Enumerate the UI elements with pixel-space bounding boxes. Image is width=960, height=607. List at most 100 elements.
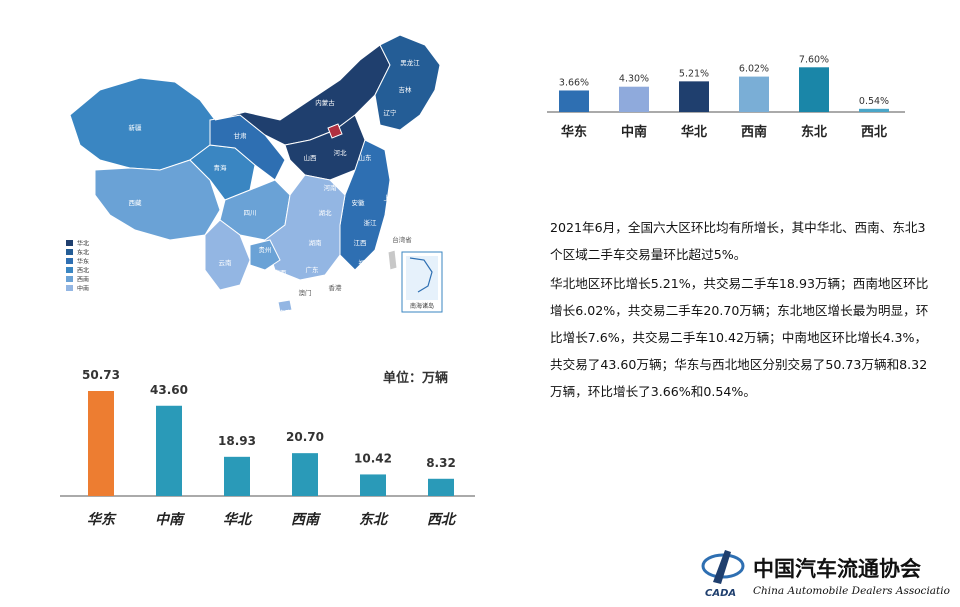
province-label: 福建 (359, 258, 373, 267)
map-region-taiwan (387, 249, 398, 271)
growth-value-label: 5.21% (679, 68, 709, 79)
legend-entry: 中南 (77, 285, 89, 293)
legend-swatch (66, 285, 73, 291)
province-label: 河北 (334, 149, 348, 157)
china-region-map: 新疆西藏 青海 甘肃四川云南 内蒙古 黑龙江吉林辽宁山西 河北山东河南湖北湖南贵州广西 广东… (40, 20, 490, 330)
province-label: 西藏 (129, 198, 143, 207)
province-label: 新疆 (129, 123, 143, 132)
growth-value-label: 4.30% (619, 74, 649, 85)
legend-entry: 西北 (77, 267, 89, 275)
growth-bar (799, 67, 829, 112)
volume-bar (156, 405, 182, 496)
map-region-guizhou (249, 239, 281, 271)
logo-name-cn: 中国汽车流通协会 (753, 556, 921, 581)
growth-bar (859, 108, 889, 112)
volume-category-label: 华北 (223, 511, 253, 528)
province-label: 湖北 (319, 208, 333, 217)
province-label: 甘肃 (234, 131, 248, 140)
volume-bar (360, 474, 386, 496)
legend-swatch (66, 267, 73, 273)
cada-logo-svg: CADA 中国汽车流通协会 China Automobile Dealers A… (701, 550, 957, 599)
province-label: 江西 (354, 239, 368, 247)
province-label: 云南 (219, 258, 233, 267)
legend-swatch (66, 240, 73, 246)
map-region-xinjiang (69, 77, 216, 171)
volume-category-label: 中南 (155, 511, 186, 528)
map-region-zhongnan (264, 174, 346, 281)
map-region-tibet (94, 159, 221, 241)
growth-category-label: 华北 (681, 124, 707, 140)
province-label: 台湾省 (392, 235, 412, 244)
province-label: 香港 (329, 283, 343, 292)
province-label: 辽宁 (384, 108, 398, 117)
growth-bar (559, 90, 589, 112)
legend-swatch (66, 276, 73, 282)
growth-value-label: 3.66% (559, 77, 589, 88)
province-label: 山东 (359, 153, 373, 162)
province-label: 青海 (214, 163, 228, 172)
inset-label: 南海诸岛 (410, 302, 434, 310)
volume-category-label: 东北 (359, 511, 389, 528)
province-label: 河南 (324, 183, 338, 192)
volume-bar (224, 456, 250, 496)
volume-category-label: 西南 (291, 511, 322, 528)
growth-category-label: 东北 (801, 124, 827, 140)
province-label: 内蒙古 (315, 98, 335, 107)
province-label: 浙江 (364, 218, 378, 227)
volume-category-label: 华东 (87, 511, 117, 528)
volume-bar (292, 453, 318, 496)
province-label: 山西 (304, 153, 318, 162)
logo-abbr: CADA (705, 588, 736, 599)
map-region-beijing (327, 123, 343, 139)
volume-value-label: 18.93 (218, 434, 256, 448)
analysis-paragraph-2: 华北地区环比增长5.21%，共交易二手车18.93万辆；西南地区环比增长6.02… (550, 276, 929, 399)
province-label: 澳门 (299, 288, 312, 297)
volume-bar (88, 391, 114, 496)
province-label: 黑龙江 (400, 58, 420, 67)
province-label: 贵州 (259, 245, 272, 254)
legend-entry: 西南 (77, 276, 89, 284)
province-label: 广东 (306, 265, 320, 274)
province-label: 广西 (274, 268, 288, 277)
analysis-paragraph-1: 2021年6月，全国六大区环比均有所增长，其中华北、西南、东北3个区域二手车交易… (550, 220, 926, 262)
legend-entry: 华北 (77, 240, 89, 248)
growth-bar (739, 76, 769, 112)
growth-category-label: 西南 (741, 124, 767, 140)
legend-entry: 东北 (77, 249, 89, 257)
volume-bar (428, 478, 454, 496)
map-region-yunnan (204, 219, 251, 291)
growth-category-label: 华东 (561, 124, 587, 140)
volume-value-label: 10.42 (354, 451, 392, 465)
cada-logo: CADA 中国汽车流通协会 China Automobile Dealers A… (695, 542, 957, 602)
growth-value-label: 7.60% (799, 54, 829, 65)
province-label: 湖南 (309, 238, 323, 247)
volume-value-label: 20.70 (286, 430, 324, 444)
analysis-text: 2021年6月，全国六大区环比均有所增长，其中华北、西南、东北3个区域二手车交易… (550, 214, 930, 407)
growth-category-label: 西北 (861, 125, 887, 140)
volume-svg: 50.73 华东 43.60 中南 18.93 华北 20.70 西南 10.42 东北 8.32 西… (60, 368, 475, 528)
legend-entry: 华东 (77, 258, 89, 266)
legend-swatch (66, 258, 73, 264)
volume-value-label: 43.60 (150, 383, 188, 397)
south-sea-inset: 南海诸岛 (401, 251, 443, 313)
legend-swatch (66, 249, 73, 255)
province-label: 安徽 (352, 198, 366, 207)
province-label: 海南 (279, 308, 293, 317)
growth-bar (619, 86, 649, 112)
province-label: 吉林 (399, 85, 413, 94)
growth-rate-chart: 3.66% 华东 4.30% 中南 5.21% 华北 6.02% 西南 7.60% 东北 0.54%… (545, 40, 910, 160)
volume-value-label: 8.32 (426, 456, 456, 470)
logo-name-en: China Automobile Dealers Association (753, 585, 950, 597)
map-region-dongbei (374, 34, 441, 131)
growth-category-label: 中南 (621, 124, 647, 140)
volume-chart: 50.73 华东 43.60 中南 18.93 华北 20.70 西南 10.42 东北 8.32 西… (60, 355, 480, 545)
growth-bar (679, 81, 709, 112)
province-label: 四川 (244, 209, 257, 217)
volume-category-label: 西北 (427, 512, 457, 528)
growth-value-label: 0.54% (859, 96, 889, 107)
province-label: 上海 (384, 193, 398, 202)
unit-label: 单位：万辆 (383, 371, 449, 386)
